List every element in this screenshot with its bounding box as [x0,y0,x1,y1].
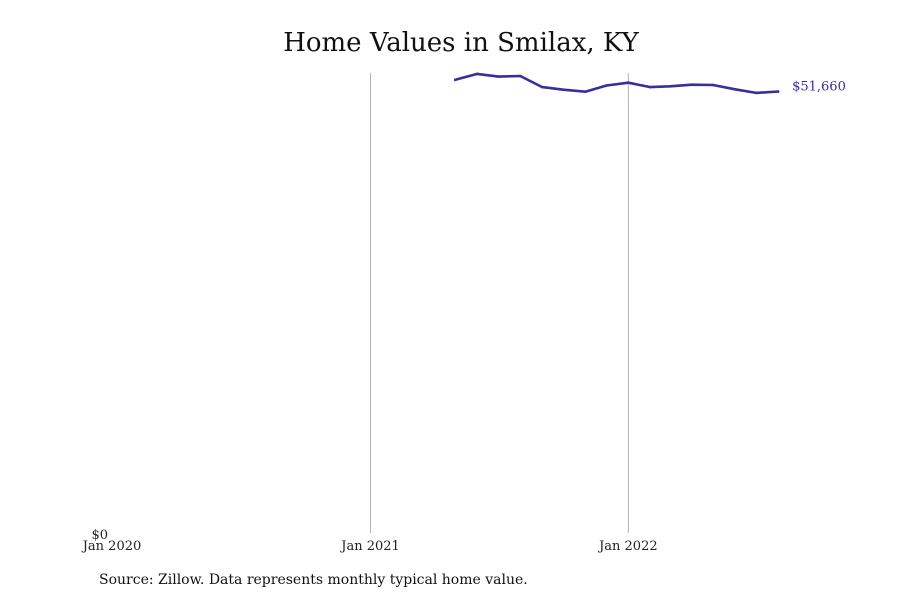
series-group: $51,660 [453,72,846,95]
data-point [453,78,457,82]
data-point [668,84,672,88]
x-tick-label: Jan 2020 [81,539,142,554]
data-point [776,90,780,93]
x-tick-label: Jan 2022 [597,539,658,554]
data-point [497,75,500,78]
data-point [562,88,565,91]
data-point [518,74,522,78]
data-point [605,84,608,87]
data-point [754,91,758,95]
x-tick-label: Jan 2021 [339,539,400,554]
series-end-label: $51,660 [792,79,846,94]
series-line [453,72,780,95]
data-point [583,90,587,93]
data-point [475,72,479,76]
data-point [540,85,544,89]
source-note: Source: Zillow. Data represents monthly … [99,572,528,588]
data-point [733,87,737,91]
data-point [690,83,694,87]
data-point [627,81,630,84]
data-point [648,85,652,89]
y-tick-label: $0 [91,528,108,543]
x-axis-ticks: Jan 2020 Jan 2021 Jan 2022 [81,539,658,554]
data-point [711,83,715,87]
gridlines [370,73,629,533]
chart-title: Home Values in Smilax, KY [283,28,639,58]
y-axis-ticks: $0 [91,528,108,543]
